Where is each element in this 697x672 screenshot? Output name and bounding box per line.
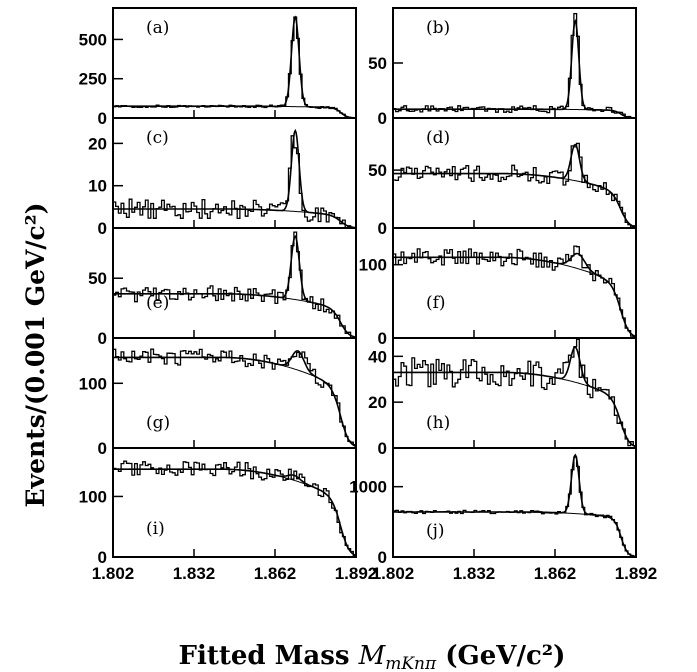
panel-label: (h)	[426, 413, 450, 433]
background-fit	[113, 356, 357, 447]
histogram	[113, 231, 356, 339]
total-fit	[393, 143, 637, 228]
y-tick-label: 0	[98, 219, 107, 238]
y-tick-label: 0	[98, 109, 107, 128]
panel-a: 0 250 500 (a)	[79, 7, 357, 128]
panel-label: (c)	[146, 128, 169, 148]
plot-frame	[392, 227, 637, 339]
x-axis-label-subscript: mKnπ	[385, 654, 437, 672]
histogram	[393, 456, 636, 557]
plot-frame	[112, 447, 357, 558]
y-tick-label: 250	[79, 70, 107, 89]
x-axis-label-prefix: Fitted Mass	[179, 641, 359, 671]
x-axis-label-suffix: (GeV/c²)	[436, 641, 565, 671]
total-fit	[113, 235, 357, 338]
total-fit	[393, 252, 637, 338]
y-tick-label: 500	[79, 30, 107, 49]
x-tick-label: 1.892	[335, 564, 378, 583]
y-tick-label: 0	[378, 219, 387, 238]
y-tick-label: 20	[88, 134, 107, 153]
panel-label: (f)	[426, 293, 446, 313]
panel-h: 0 20 40 (h)	[368, 337, 637, 458]
x-tick-label: 1.832	[173, 564, 216, 583]
panel-b: 0 50 (b)	[368, 7, 637, 128]
panel-i: 0 100 1.802 1.832 1.862 1.892 (i)	[79, 447, 378, 583]
panel-label: (a)	[146, 18, 169, 38]
background-fit	[393, 371, 637, 448]
y-tick-label: 50	[368, 54, 387, 73]
histogram	[113, 460, 356, 557]
y-tick-label: 50	[88, 269, 107, 288]
panel-d: 0 50 (d)	[368, 117, 637, 238]
background-fit	[393, 173, 637, 228]
y-tick-label: 50	[368, 161, 387, 180]
y-tick-label: 40	[368, 347, 387, 366]
y-tick-label: 100	[79, 487, 107, 506]
x-axis-label-symbol: M	[358, 641, 387, 671]
y-tick-label: 100	[359, 256, 387, 275]
histogram	[113, 135, 356, 229]
panel-label: (e)	[146, 293, 169, 313]
panel-label: (d)	[426, 128, 450, 148]
y-tick-label: 100	[79, 374, 107, 393]
x-axis-label: Fitted Mass MmKnπ (GeV/c²)	[179, 641, 566, 672]
panel-e: 0 50 (e)	[88, 227, 357, 348]
y-tick-label: 0	[378, 439, 387, 458]
panel-g: 0 100 (g)	[79, 337, 357, 458]
panel-f: 0 100 (f)	[359, 227, 637, 348]
plot-frame	[112, 227, 357, 339]
panel-grid: 0 250 500 (a) 0 50 (b) 0 10 20 (c) 0 50 (d) 0 50 (e) 0 100…	[79, 7, 658, 583]
y-tick-label: 10	[88, 177, 107, 196]
y-tick-label: 0	[98, 439, 107, 458]
background-fit	[113, 468, 357, 556]
panel-label: (j)	[426, 521, 445, 541]
y-tick-label: 0	[98, 548, 107, 567]
histogram	[393, 245, 636, 338]
histogram	[393, 142, 636, 228]
y-tick-label: 0	[98, 329, 107, 348]
histogram	[113, 348, 356, 446]
total-fit	[393, 346, 637, 448]
y-tick-label: 0	[378, 548, 387, 567]
panel-j: 0 1000 1.802 1.832 1.862 1.892 (j)	[349, 447, 658, 583]
x-tick-label: 1.862	[534, 564, 577, 583]
panel-c: 0 10 20 (c)	[88, 117, 357, 238]
x-tick-label: 1.892	[615, 564, 658, 583]
y-tick-label: 0	[378, 109, 387, 128]
panel-label: (i)	[146, 519, 165, 539]
y-tick-label: 20	[368, 393, 387, 412]
y-tick-label: 0	[378, 329, 387, 348]
x-tick-label: 1.802	[92, 564, 135, 583]
panel-label: (b)	[426, 18, 450, 38]
total-fit	[113, 468, 357, 557]
plot-frame	[392, 447, 637, 558]
panel-label: (g)	[146, 413, 170, 433]
y-tick-label: 1000	[349, 478, 387, 497]
total-fit	[113, 128, 357, 229]
total-fit	[113, 350, 357, 448]
total-fit	[393, 18, 636, 119]
x-tick-label: 1.862	[254, 564, 297, 583]
x-tick-label: 1.802	[372, 564, 415, 583]
total-fit	[393, 453, 637, 558]
histogram	[393, 338, 636, 447]
y-axis-label: Events/(0.001 GeV/c²)	[21, 202, 50, 507]
total-fit	[113, 15, 356, 119]
x-tick-label: 1.832	[453, 564, 496, 583]
